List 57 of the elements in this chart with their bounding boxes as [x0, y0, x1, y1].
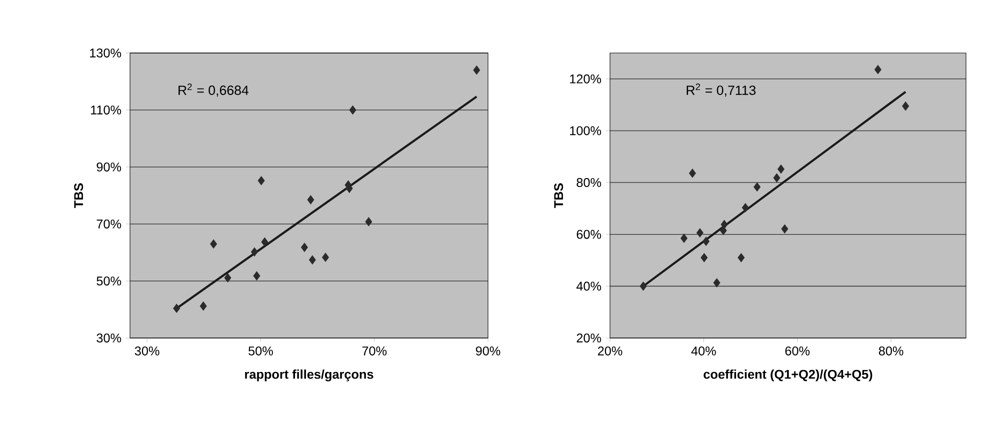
point: [250, 247, 258, 256]
point: [754, 182, 761, 192]
point: [473, 66, 480, 75]
point: [781, 224, 788, 234]
y-tick-label: 100%: [570, 126, 602, 136]
point: [261, 237, 268, 246]
y-axis-title: TBS: [554, 183, 564, 208]
annotation: R$^{2}$ = 0,6684: [178, 84, 249, 97]
x-tick-label: 80%: [878, 346, 904, 356]
point: [349, 105, 356, 115]
x-axis-title: rapport filles/garçons: [245, 369, 374, 382]
point: [224, 273, 232, 282]
point: [300, 242, 308, 252]
x-tick-label: 90%: [476, 346, 500, 356]
x-tick-label: 20%: [598, 346, 622, 356]
point: [778, 164, 784, 174]
y-tick-label: 50%: [96, 276, 122, 286]
point: [713, 278, 720, 288]
y-tick-label: 90%: [96, 162, 122, 172]
point: [720, 226, 727, 236]
y-tick-label: 70%: [96, 220, 122, 228]
x-tick-label: 30%: [134, 346, 160, 356]
point: [902, 102, 910, 111]
point: [253, 271, 260, 280]
point: [696, 228, 704, 238]
point: [640, 282, 647, 291]
point: [773, 173, 780, 182]
point: [365, 217, 372, 226]
point: [308, 255, 316, 264]
point: [258, 176, 265, 186]
y-tick-label: 40%: [576, 282, 602, 291]
point: [210, 239, 218, 248]
x-axis-title: coefficient (Q1+Q2)/(Q4+Q5): [704, 369, 872, 382]
point: [307, 195, 314, 204]
y-axis-title: TBS: [74, 183, 84, 208]
point: [322, 252, 329, 262]
point: [700, 253, 708, 262]
point: [200, 302, 207, 311]
x-tick-label: 40%: [691, 346, 716, 356]
point: [738, 253, 745, 262]
y-tick-label: 30%: [96, 334, 122, 342]
y-tick-label: 120%: [570, 74, 602, 84]
y-tick-label: 60%: [576, 230, 602, 239]
point: [874, 65, 882, 74]
y-tick-label: 80%: [576, 178, 602, 188]
y-tick-label: 20%: [576, 334, 602, 342]
x-tick-label: 60%: [785, 346, 810, 356]
point: [173, 304, 180, 313]
x-tick-label: 70%: [362, 346, 387, 356]
point: [702, 236, 710, 246]
point: [680, 234, 688, 243]
y-tick-label: 130%: [90, 48, 122, 58]
point: [742, 203, 749, 212]
point: [688, 168, 696, 178]
x-tick-label: 50%: [248, 346, 273, 356]
annotation: R$^{2}$ = 0,7113: [686, 84, 756, 97]
y-tick-label: 110%: [91, 106, 122, 114]
